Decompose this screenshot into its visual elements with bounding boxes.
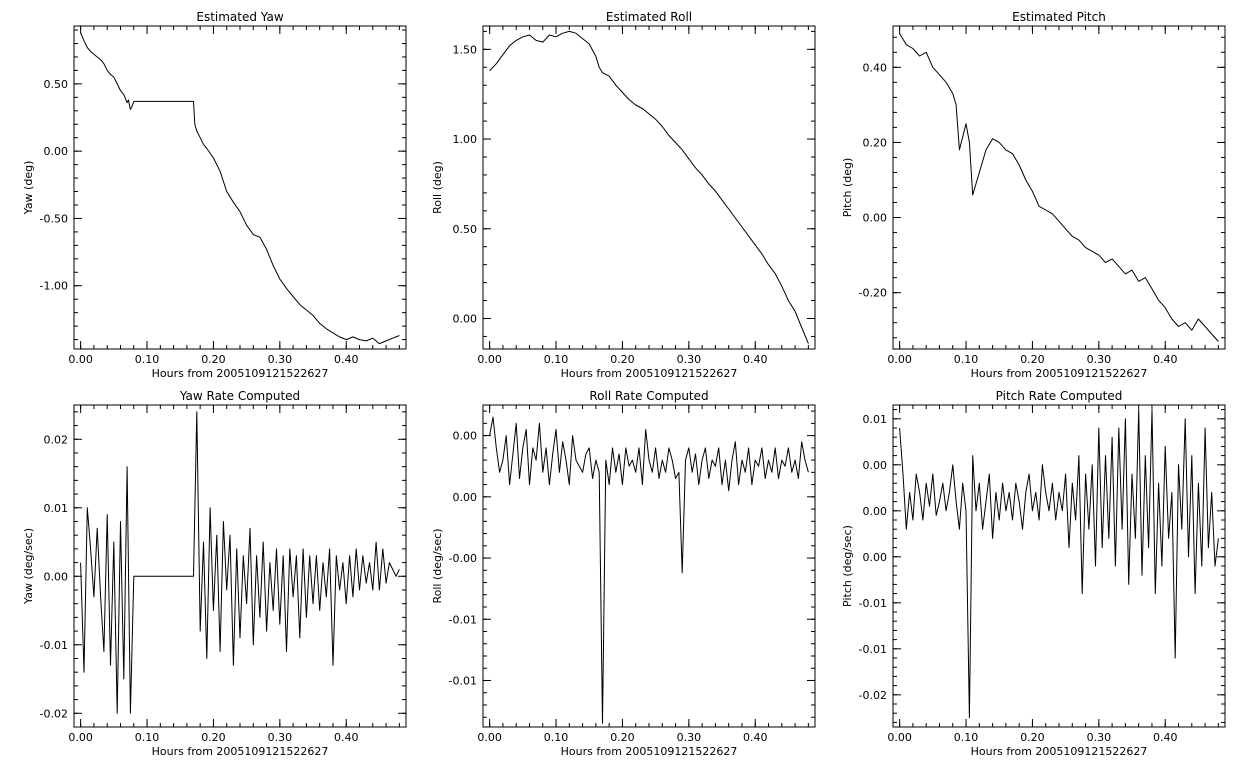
chart-title: Estimated Pitch <box>1012 10 1106 24</box>
x-tick-label: 0.30 <box>1087 731 1112 744</box>
x-tick-label: 0.40 <box>743 731 768 744</box>
y-tick-label: 0.00 <box>863 212 888 225</box>
y-tick-label: -0.02 <box>40 707 68 720</box>
y-axis-label: Yaw (deg/sec) <box>22 528 35 605</box>
x-tick-label: 0.30 <box>268 353 293 366</box>
y-axis-label: Yaw (deg) <box>22 161 35 216</box>
x-tick-label: 0.40 <box>334 731 359 744</box>
series-line <box>489 30 809 344</box>
chart-title: Roll Rate Computed <box>589 389 708 403</box>
y-tick-label: 0.01 <box>863 413 888 426</box>
x-axis-label: Hours from 2005109121522627 <box>561 367 738 380</box>
y-tick-label: -0.02 <box>859 689 887 702</box>
y-tick-label: 0.00 <box>453 491 478 504</box>
x-tick-label: 0.10 <box>135 731 160 744</box>
x-axis-label: Hours from 2005109121522627 <box>561 745 738 758</box>
x-axis-label: Hours from 2005109121522627 <box>971 367 1148 380</box>
y-tick-label: -0.01 <box>859 597 887 610</box>
x-tick-label: 0.10 <box>954 731 979 744</box>
x-tick-label: 0.00 <box>887 353 912 366</box>
y-tick-label: -0.00 <box>449 552 477 565</box>
x-axis-label: Hours from 2005109121522627 <box>152 745 329 758</box>
y-tick-label: 0.40 <box>863 61 888 74</box>
x-tick-label: 0.00 <box>68 731 93 744</box>
x-tick-label: 0.40 <box>743 353 768 366</box>
x-tick-label: 0.10 <box>544 731 569 744</box>
x-tick-label: 0.40 <box>1153 731 1178 744</box>
series-line <box>899 33 1219 342</box>
plot-frame <box>73 25 407 350</box>
y-tick-label: -0.01 <box>859 643 887 656</box>
x-axis-label: Hours from 2005109121522627 <box>971 745 1148 758</box>
x-tick-label: 0.20 <box>610 353 635 366</box>
y-tick-label: 0.00 <box>863 459 888 472</box>
panel-roll-rate: Roll Rate Computed Hours from 20051091215… <box>431 389 816 758</box>
y-axis-label: Pitch (deg/sec) <box>841 525 854 607</box>
y-axis-label: Roll (deg) <box>431 161 444 214</box>
y-tick-label: 0.00 <box>863 551 888 564</box>
y-tick-label: 0.00 <box>863 505 888 518</box>
x-tick-label: 0.20 <box>610 731 635 744</box>
y-tick-label: -0.20 <box>859 287 887 300</box>
y-tick-label: -1.00 <box>40 280 68 293</box>
x-tick-label: 0.30 <box>677 731 702 744</box>
series-line <box>489 416 809 724</box>
y-tick-label: 0.00 <box>453 430 478 443</box>
x-tick-label: 0.30 <box>268 731 293 744</box>
panel-pitch-rate: Pitch Rate Computed Hours from 2005109121… <box>841 389 1226 758</box>
y-tick-label: 0.00 <box>44 145 69 158</box>
y-tick-label: -0.50 <box>40 212 68 225</box>
y-tick-label: 1.50 <box>453 43 478 56</box>
panel-estimated-yaw: Estimated Yaw Hours from 2005109121522627… <box>22 10 407 380</box>
y-axis-label: Roll (deg/sec) <box>431 528 444 603</box>
y-tick-label: 0.01 <box>44 502 69 515</box>
y-tick-label: -0.01 <box>449 674 477 687</box>
x-tick-label: 0.20 <box>1020 731 1045 744</box>
y-tick-label: -0.01 <box>40 639 68 652</box>
x-axis-label: Hours from 2005109121522627 <box>152 367 329 380</box>
x-tick-label: 0.00 <box>477 731 502 744</box>
y-tick-label: 0.20 <box>863 136 888 149</box>
x-tick-label: 0.00 <box>68 353 93 366</box>
y-tick-label: 0.50 <box>44 78 69 91</box>
y-tick-label: 1.00 <box>453 133 478 146</box>
panel-estimated-pitch: Estimated Pitch Hours from 20051091215226… <box>841 10 1226 380</box>
y-tick-label: 0.50 <box>453 223 478 236</box>
plot-frame <box>482 25 816 350</box>
series-line <box>899 409 1219 719</box>
chart-title: Estimated Roll <box>606 10 692 24</box>
series-line <box>80 411 400 714</box>
x-tick-label: 0.20 <box>1020 353 1045 366</box>
x-tick-label: 0.00 <box>477 353 502 366</box>
y-axis-label: Pitch (deg) <box>841 158 854 218</box>
chart-title: Yaw Rate Computed <box>179 389 300 403</box>
chart-title: Estimated Yaw <box>196 10 283 24</box>
x-tick-label: 0.20 <box>201 731 226 744</box>
x-tick-label: 0.10 <box>544 353 569 366</box>
x-tick-label: 0.40 <box>1153 353 1178 366</box>
series-line <box>80 32 400 345</box>
panel-estimated-roll: Estimated Roll Hours from 200510912152262… <box>431 10 816 380</box>
x-tick-label: 0.20 <box>201 353 226 366</box>
plot-frame <box>892 25 1226 350</box>
y-tick-label: 0.00 <box>453 312 478 325</box>
y-tick-label: 0.00 <box>44 570 69 583</box>
x-tick-label: 0.30 <box>677 353 702 366</box>
x-tick-label: 0.10 <box>135 353 160 366</box>
x-tick-label: 0.30 <box>1087 353 1112 366</box>
y-tick-label: 0.02 <box>44 433 69 446</box>
y-tick-label: -0.01 <box>449 613 477 626</box>
x-tick-label: 0.10 <box>954 353 979 366</box>
x-tick-label: 0.00 <box>887 731 912 744</box>
chart-title: Pitch Rate Computed <box>996 389 1123 403</box>
plot-frame <box>892 404 1226 728</box>
panel-yaw-rate: Yaw Rate Computed Hours from 200510912152… <box>22 389 407 758</box>
x-tick-label: 0.40 <box>334 353 359 366</box>
